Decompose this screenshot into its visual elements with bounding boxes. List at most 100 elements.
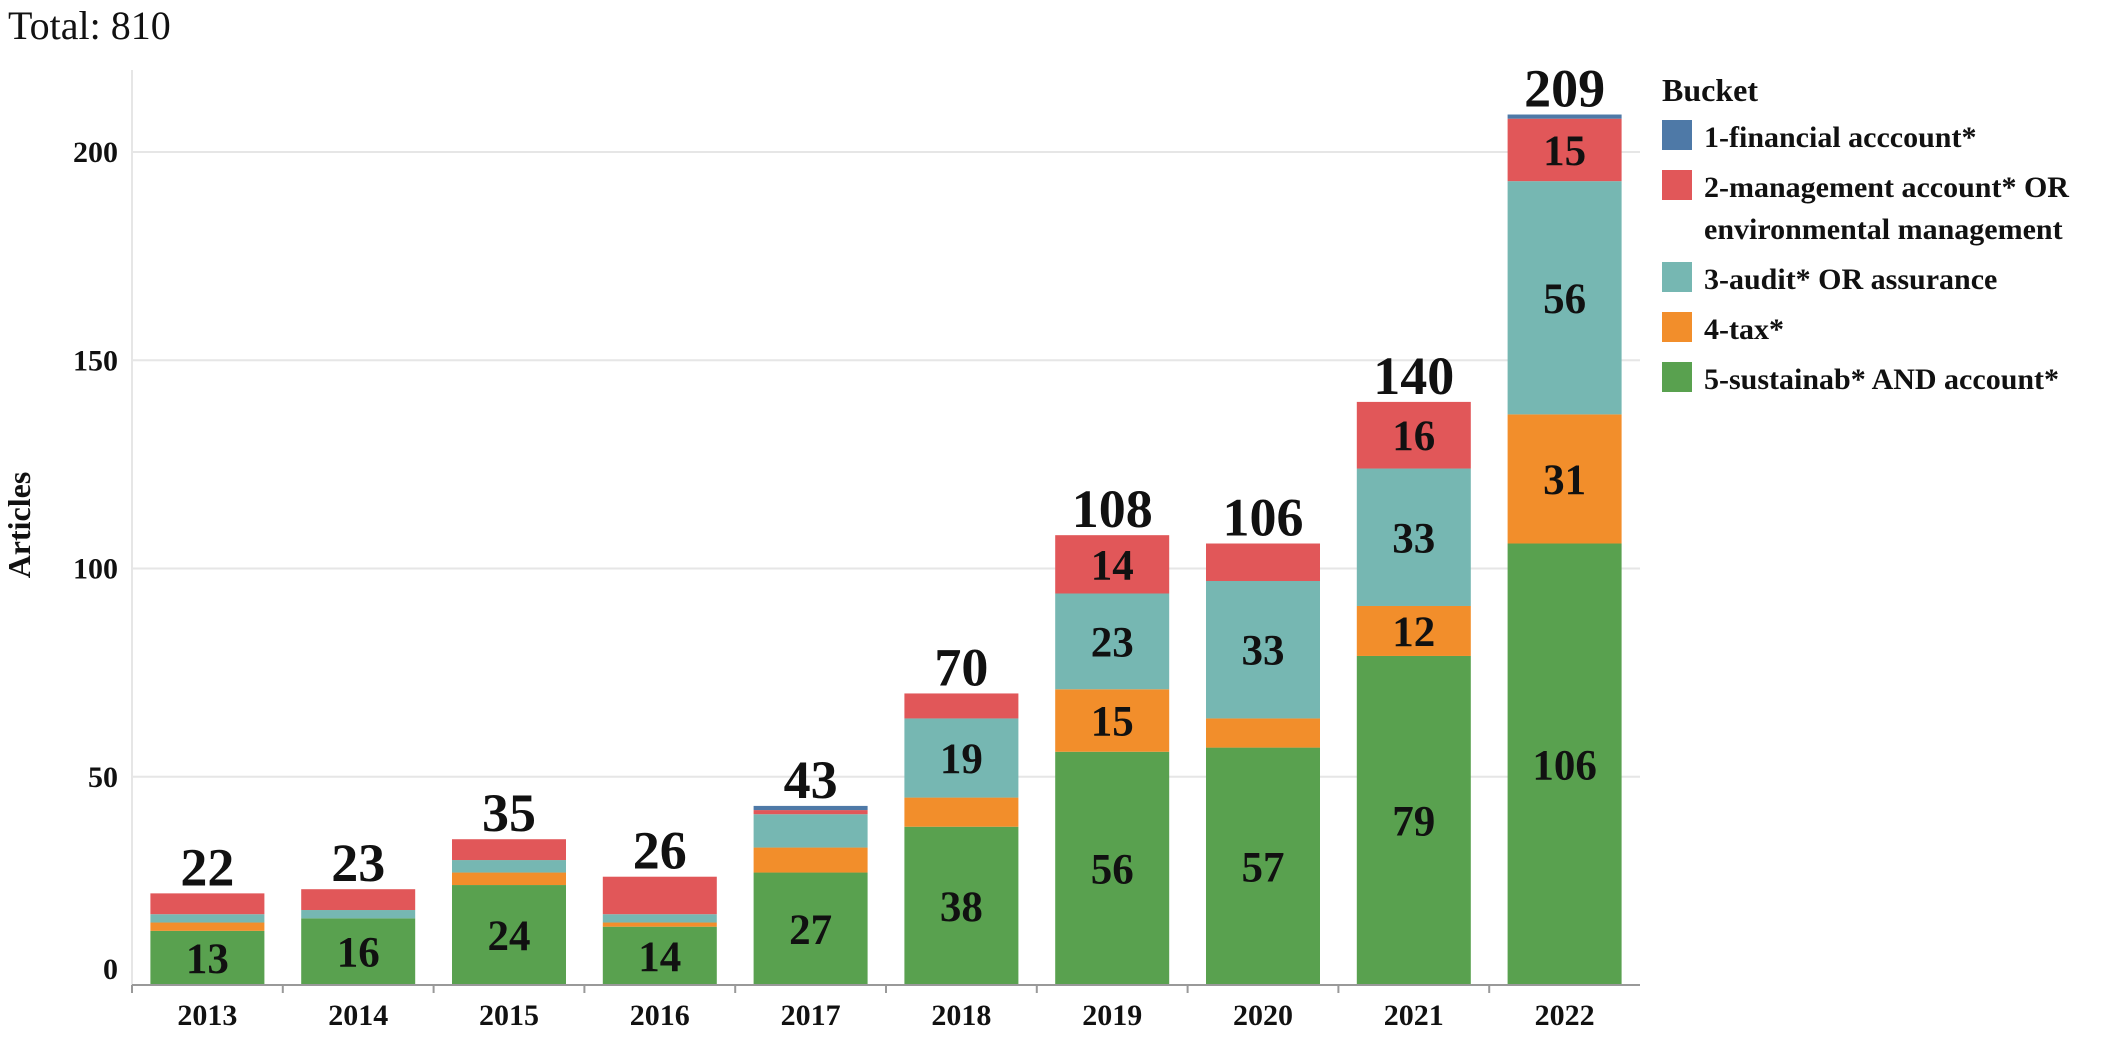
bar-segment [753, 814, 868, 848]
legend-item: 5-sustainab* AND account* [1662, 359, 2128, 401]
bar-total-label: 35 [482, 783, 536, 843]
x-tick-label: 2021 [1384, 999, 1444, 1032]
legend-swatch [1662, 362, 1692, 392]
bar-segment [602, 914, 717, 923]
x-tick-label: 2018 [931, 999, 991, 1032]
bar-segment [1055, 751, 1170, 985]
segment-value-label: 38 [940, 884, 983, 931]
bar-total-label: 108 [1072, 479, 1153, 539]
bar-segment [602, 926, 717, 985]
bar-segment [301, 889, 416, 911]
segment-value-label: 31 [1543, 457, 1586, 504]
legend-label: 5-sustainab* AND account* [1704, 363, 2060, 396]
bar-segment [150, 922, 265, 931]
bar-total-label: 22 [180, 837, 234, 897]
x-tick-label: 2022 [1535, 999, 1595, 1032]
x-tick-label: 2019 [1082, 999, 1142, 1032]
segment-value-label: 16 [337, 930, 380, 977]
total-count: Total: 810 [8, 3, 171, 48]
bar-segment [1206, 747, 1320, 985]
segment-value-label: 79 [1392, 798, 1435, 845]
segment-value-label: 14 [638, 934, 681, 981]
y-tick-label: 200 [73, 136, 118, 169]
legend-swatch [1662, 312, 1692, 342]
segment-value-label: 14 [1091, 542, 1134, 589]
bar-segment [150, 893, 265, 915]
bar-segment [452, 885, 566, 985]
bar-total-label: 106 [1223, 488, 1304, 548]
x-tick-label: 2017 [781, 999, 841, 1032]
bar-segment [753, 810, 868, 815]
bar-segment [452, 860, 566, 873]
bar-segment [1356, 655, 1471, 985]
bar-segment [1206, 543, 1320, 581]
bar-segment [904, 826, 1019, 985]
bar-segment [1356, 468, 1471, 606]
bar-total-label: 43 [784, 750, 838, 810]
labels: 1322162324351426274338197056152314108573… [180, 59, 1605, 983]
bar-segment [602, 922, 717, 927]
bar-segment [1206, 718, 1320, 748]
bar-segment [904, 797, 1019, 827]
legend-item: 4-tax* [1662, 309, 2128, 351]
bar-segment [904, 693, 1019, 719]
y-tick-label: 100 [73, 553, 118, 586]
segment-value-label: 23 [1091, 619, 1134, 666]
bar-segment [753, 847, 868, 873]
bar-total-label: 209 [1524, 59, 1605, 119]
y-tick-label: 0 [103, 953, 118, 986]
legend-title: Bucket [1662, 72, 1758, 108]
segment-value-label: 33 [1242, 628, 1285, 675]
y-tick-label: 50 [88, 761, 118, 794]
bar-segment [1507, 114, 1622, 119]
bar-segment [753, 805, 868, 811]
x-tick-label: 2016 [630, 999, 690, 1032]
bar-segment [1356, 605, 1471, 656]
bar-segment [150, 930, 265, 985]
bar-total-label: 140 [1373, 346, 1454, 406]
bar-segment [1507, 118, 1622, 182]
legend-item: 3-audit* OR assurance [1662, 259, 2128, 301]
segment-value-label: 27 [789, 907, 832, 954]
segment-value-label: 33 [1392, 515, 1435, 562]
bar-segment [1055, 535, 1170, 594]
bar-segment [1206, 580, 1320, 719]
x-tick-label: 2014 [328, 999, 388, 1032]
legend: Bucket 1-financial acccount* 2-management… [1662, 72, 2128, 409]
legend-item: 2-management account* OR environmental m… [1662, 167, 2128, 251]
bar-segment [452, 872, 566, 886]
bar-segment [1507, 543, 1622, 985]
bar-segment [1055, 593, 1170, 690]
segment-value-label: 16 [1392, 413, 1435, 460]
segment-value-label: 12 [1392, 609, 1435, 656]
legend-item: 1-financial acccount* [1662, 117, 2128, 159]
bar-total-label: 23 [331, 833, 385, 893]
x-tick-label: 2020 [1233, 999, 1293, 1032]
bar-segment [301, 918, 416, 985]
x-tick-label: 2013 [177, 999, 237, 1032]
bar-segment [1507, 414, 1622, 544]
bar-segment [602, 876, 717, 915]
segment-value-label: 15 [1543, 128, 1586, 175]
bar-total-label: 70 [934, 637, 988, 697]
segment-value-label: 56 [1091, 846, 1134, 893]
bar-segment [150, 914, 265, 923]
bar-total-label: 26 [633, 821, 687, 881]
segment-value-label: 57 [1242, 844, 1285, 891]
legend-swatch [1662, 262, 1692, 292]
y-axis-label: Articles [1, 472, 37, 579]
segment-value-label: 19 [940, 736, 983, 783]
segment-value-label: 13 [186, 936, 229, 983]
legend-swatch [1662, 120, 1692, 150]
segment-value-label: 56 [1543, 276, 1586, 323]
legend-label: 4-tax* [1704, 313, 1784, 346]
y-tick-label: 150 [73, 344, 118, 377]
bar-segment [301, 910, 416, 919]
bars [150, 114, 1622, 985]
bar-segment [1055, 689, 1170, 752]
legend-swatch [1662, 170, 1692, 200]
bar-segment [1356, 401, 1471, 469]
segment-value-label: 106 [1532, 742, 1597, 789]
segment-value-label: 15 [1091, 699, 1134, 746]
